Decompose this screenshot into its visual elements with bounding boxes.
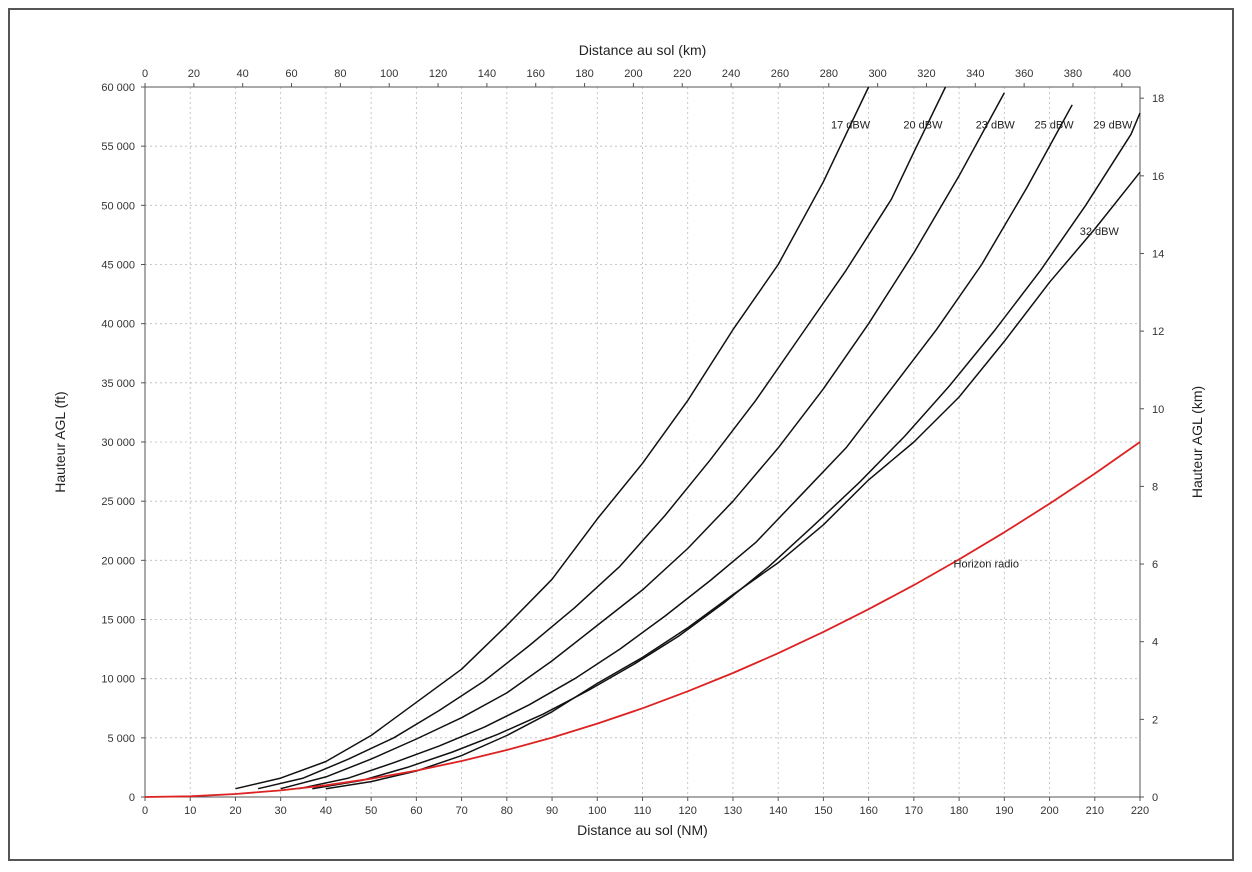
series-label-32-dbw: 32 dBW	[1080, 226, 1120, 238]
x-tick-label-9: 90	[546, 805, 558, 817]
x2-tick-label-1: 20	[188, 68, 200, 80]
x2-tick-label-4: 80	[334, 68, 346, 80]
x-tick-label-15: 150	[814, 805, 832, 817]
series-line-25-dbw	[298, 104, 1073, 790]
series-group	[144, 86, 1141, 798]
series-label-17-dbw: 17 dBW	[831, 119, 871, 131]
figure-frame: 0 10 20 30 40 50 60 70 80 90 100 110 120 130 140 150 160…	[8, 8, 1234, 861]
series-line-17-dbw	[235, 86, 870, 790]
grid	[144, 86, 1141, 798]
y-tick-label-2: 10 000	[101, 674, 135, 686]
series-label-20-dbw: 20 dBW	[903, 119, 943, 131]
x-tick-label-5: 50	[365, 805, 377, 817]
x2-tick-label-19: 380	[1064, 68, 1082, 80]
x-tick-label-11: 110	[634, 805, 652, 817]
x-tick-label-13: 130	[724, 805, 742, 817]
series-line-32-dbw	[325, 171, 1141, 790]
x-tick-label-19: 190	[995, 805, 1013, 817]
x-tick-label-22: 220	[1131, 805, 1149, 817]
x2-tick-label-10: 200	[624, 68, 642, 80]
series-labels: 17 dBW 20 dBW 23 dBW 25 dBW 29 dBW 32 dBW Hori…	[831, 119, 1133, 570]
y2-tick-label-1: 2	[1152, 714, 1158, 726]
x-tick-label-2: 20	[229, 805, 241, 817]
y2-axis-title: Hauteur AGL (km)	[1189, 386, 1205, 498]
x2-tick-label-0: 0	[142, 68, 148, 80]
x-tick-label-1: 10	[184, 805, 196, 817]
y-tick-label-11: 55 000	[101, 141, 135, 153]
x-tick-label-6: 60	[410, 805, 422, 817]
x2-tick-label-9: 180	[575, 68, 593, 80]
x2-tick-label-5: 100	[380, 68, 398, 80]
ticks: 0 10 20 30 40 50 60 70 80 90 100 110 120 130 140 150 160…	[101, 68, 1164, 817]
x2-tick-label-2: 40	[237, 68, 249, 80]
y-tick-label-4: 20 000	[101, 555, 135, 567]
x-tick-label-21: 210	[1086, 805, 1104, 817]
y-tick-label-12: 60 000	[101, 82, 135, 94]
series-label-23-dbw: 23 dBW	[976, 119, 1016, 131]
x2-tick-label-13: 260	[771, 68, 789, 80]
x2-tick-label-6: 120	[429, 68, 447, 80]
y2-tick-label-8: 16	[1152, 171, 1164, 183]
x-tick-label-0: 0	[142, 805, 148, 817]
series-label-29-dbw: 29 dBW	[1093, 119, 1133, 131]
x2-axis-title: Distance au sol (km)	[579, 42, 707, 58]
x2-tick-label-12: 240	[722, 68, 740, 80]
x2-tick-label-15: 300	[868, 68, 886, 80]
y2-tick-label-5: 10	[1152, 404, 1164, 416]
x2-tick-label-8: 160	[527, 68, 545, 80]
series-label-25-dbw: 25 dBW	[1034, 119, 1074, 131]
x2-tick-label-17: 340	[966, 68, 984, 80]
x-tick-label-12: 120	[679, 805, 697, 817]
x2-tick-label-3: 60	[285, 68, 297, 80]
y-tick-label-7: 35 000	[101, 378, 135, 390]
x-tick-label-10: 100	[588, 805, 606, 817]
y-tick-label-8: 40 000	[101, 319, 135, 331]
x2-tick-label-20: 400	[1113, 68, 1131, 80]
series-label-horizon-radio: Horizon radio	[954, 558, 1019, 570]
x2-tick-label-11: 220	[673, 68, 691, 80]
x-tick-label-14: 140	[769, 805, 787, 817]
y-axis-title: Hauteur AGL (ft)	[52, 391, 68, 492]
x2-tick-label-7: 140	[478, 68, 496, 80]
series-line-horizon-radio	[144, 441, 1141, 798]
chart: 0 10 20 30 40 50 60 70 80 90 100 110 120 130 140 150 160…	[52, 42, 1205, 838]
x-tick-label-20: 200	[1040, 805, 1058, 817]
y2-tick-label-6: 12	[1152, 326, 1164, 338]
x-tick-label-7: 70	[455, 805, 467, 817]
y2-tick-label-2: 4	[1152, 637, 1158, 649]
series-line-20-dbw	[257, 86, 947, 790]
y-tick-label-6: 30 000	[101, 437, 135, 449]
x2-tick-label-18: 360	[1015, 68, 1033, 80]
x2-tick-label-16: 320	[917, 68, 935, 80]
x-tick-label-18: 180	[950, 805, 968, 817]
x-tick-label-4: 40	[320, 805, 332, 817]
y2-tick-label-9: 18	[1152, 93, 1164, 105]
y-tick-label-0: 0	[129, 792, 135, 804]
x-tick-label-3: 30	[275, 805, 287, 817]
y-tick-label-10: 50 000	[101, 200, 135, 212]
x-tick-label-16: 160	[859, 805, 877, 817]
y2-tick-label-3: 6	[1152, 559, 1158, 571]
y2-tick-label-7: 14	[1152, 248, 1164, 260]
y-tick-label-3: 15 000	[101, 615, 135, 627]
y-tick-label-9: 45 000	[101, 260, 135, 272]
x-tick-label-8: 80	[501, 805, 513, 817]
y-tick-label-1: 5 000	[107, 733, 135, 745]
x2-tick-label-14: 280	[820, 68, 838, 80]
y-tick-label-5: 25 000	[101, 496, 135, 508]
y2-tick-label-4: 8	[1152, 481, 1158, 493]
y2-tick-label-0: 0	[1152, 792, 1158, 804]
x-axis-title: Distance au sol (NM)	[577, 822, 708, 838]
series-line-23-dbw	[280, 92, 1005, 790]
x-tick-label-17: 170	[905, 805, 923, 817]
